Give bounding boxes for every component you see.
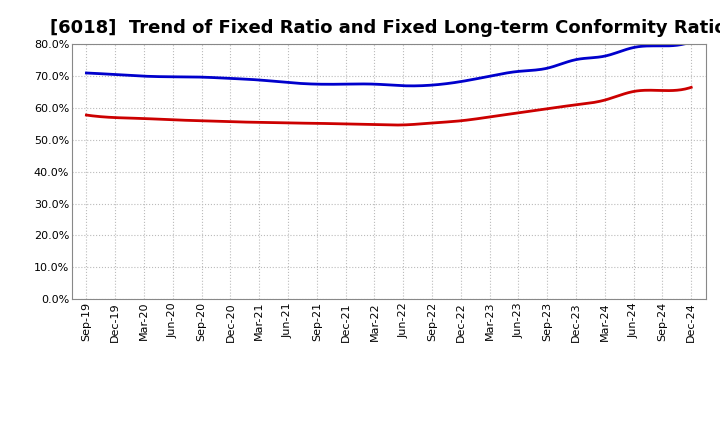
- Fixed Ratio: [632, 44, 641, 50]
- Fixed Long-term Conformity Ratio: [594, 99, 603, 104]
- Fixed Ratio: [687, 39, 696, 44]
- Fixed Long-term Conformity Ratio: [442, 119, 451, 125]
- Fixed Long-term Conformity Ratio: [454, 118, 463, 124]
- Fixed Ratio: [444, 81, 453, 86]
- Fixed Ratio: [454, 79, 463, 84]
- Fixed Long-term Conformity Ratio: [632, 88, 641, 94]
- Fixed Long-term Conformity Ratio: [392, 122, 400, 128]
- Fixed Ratio: [82, 70, 91, 76]
- Fixed Ratio: [84, 70, 93, 76]
- Fixed Long-term Conformity Ratio: [82, 112, 91, 117]
- Fixed Long-term Conformity Ratio: [687, 84, 696, 90]
- Fixed Ratio: [442, 81, 451, 86]
- Fixed Long-term Conformity Ratio: [444, 119, 453, 125]
- Fixed Ratio: [408, 83, 416, 88]
- Line: Fixed Ratio: Fixed Ratio: [86, 42, 691, 86]
- Legend: Fixed Ratio, Fixed Long-term Conformity Ratio: Fixed Ratio, Fixed Long-term Conformity …: [194, 438, 584, 440]
- Fixed Long-term Conformity Ratio: [84, 113, 93, 118]
- Line: Fixed Long-term Conformity Ratio: Fixed Long-term Conformity Ratio: [86, 87, 691, 125]
- Fixed Ratio: [594, 55, 603, 60]
- Title: [6018]  Trend of Fixed Ratio and Fixed Long-term Conformity Ratio: [6018] Trend of Fixed Ratio and Fixed Lo…: [50, 19, 720, 37]
